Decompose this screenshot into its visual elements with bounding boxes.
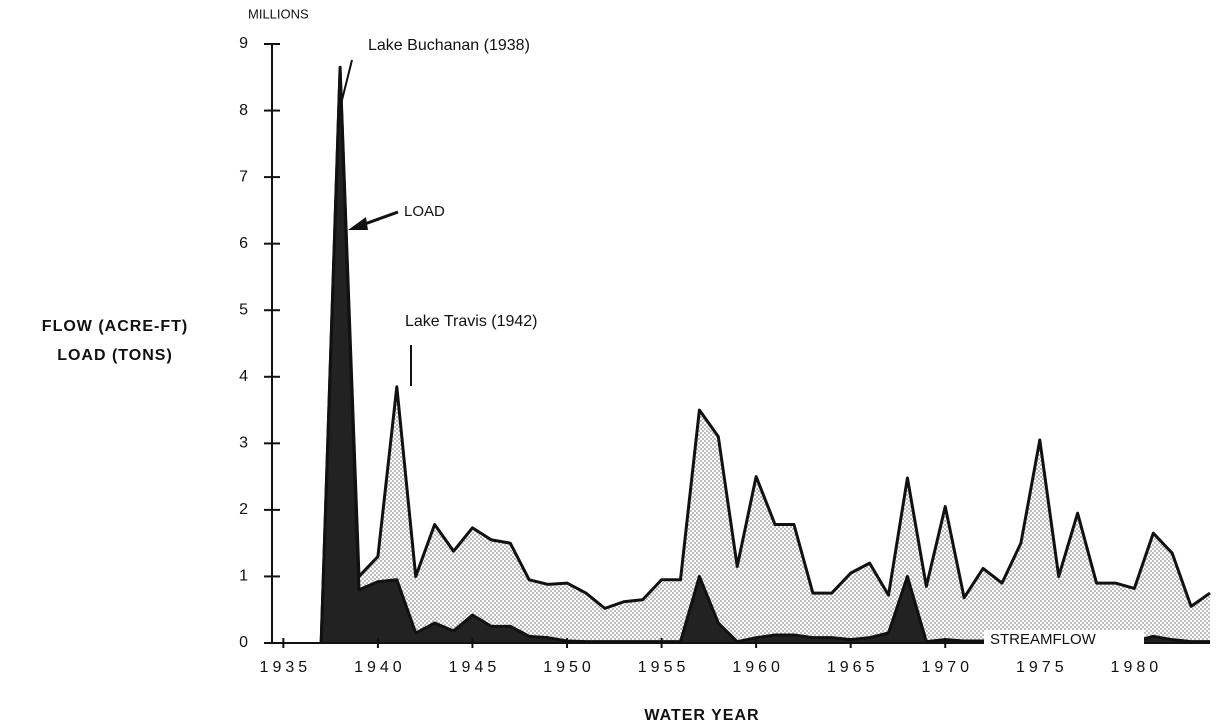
y-tick-label: 1 — [239, 568, 248, 585]
y-tick-label: 7 — [239, 168, 248, 185]
plot-area: 0 1 2 3 4 5 6 7 8 9 1935 1940 1945 1950 1955 1960 1965 19… — [239, 35, 1211, 676]
x-tick-label: 1965 — [827, 659, 879, 676]
x-tick-label: 1960 — [732, 659, 784, 676]
x-tick-label: 1935 — [260, 659, 312, 676]
y-tick-label: 9 — [239, 35, 248, 52]
y-tick-label: 2 — [239, 501, 248, 518]
x-tick-label: 1975 — [1016, 659, 1068, 676]
y-tick-label: 8 — [239, 102, 248, 119]
x-tick-label: 1955 — [638, 659, 690, 676]
y-tick-label: 4 — [239, 368, 248, 385]
arrow-head — [348, 217, 368, 230]
y-unit-label: MILLIONS — [248, 6, 309, 21]
area-outline — [319, 65, 1211, 644]
x-axis-label: WATER YEAR — [644, 707, 759, 724]
y-tick-label: 3 — [239, 435, 248, 452]
annotation: Lake Buchanan (1938) — [368, 37, 530, 54]
x-tick-label: 1950 — [543, 659, 595, 676]
y-tick-label: 5 — [239, 301, 248, 318]
area-fill — [321, 67, 1211, 644]
annotation-pointer — [340, 59, 353, 105]
label-background — [984, 630, 1144, 656]
y-axis-label: LOAD (TONS) — [57, 347, 173, 364]
x-tick-label: 1970 — [921, 659, 973, 676]
y-tick-label: 6 — [239, 235, 248, 252]
annotation: LOAD — [404, 203, 445, 220]
annotation: Lake Travis (1942) — [405, 313, 538, 330]
x-tick-label: 1940 — [354, 659, 406, 676]
y-tick-label: 0 — [239, 634, 248, 651]
y-axis-label: FLOW (ACRE-FT) — [42, 318, 188, 335]
x-tick-label: 1980 — [1111, 659, 1163, 676]
annotation: STREAMFLOW — [990, 631, 1097, 648]
x-tick-label: 1945 — [449, 659, 501, 676]
annotation-arrow — [361, 210, 399, 227]
